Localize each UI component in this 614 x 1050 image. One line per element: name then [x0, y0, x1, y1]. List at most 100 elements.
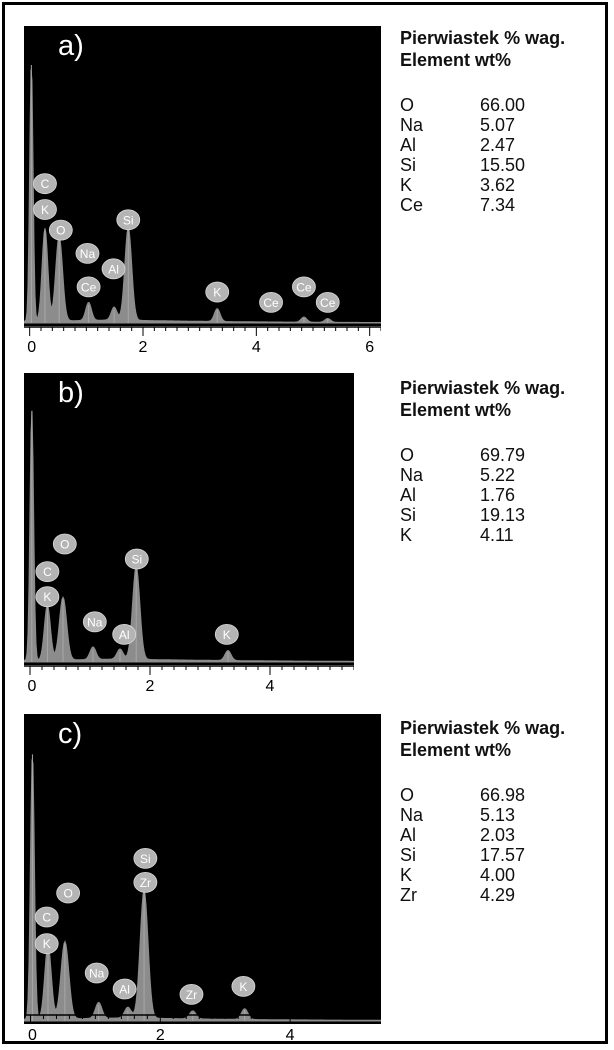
element-wt-value: 4.00: [480, 865, 515, 885]
element-badge: Al: [113, 624, 136, 644]
x-tick-label: 4: [252, 339, 261, 357]
element-badge-label: Ce: [263, 296, 279, 310]
composition-row: Si 15.50: [400, 155, 565, 175]
x-tick-label: 2: [139, 339, 148, 357]
element-badge: K: [33, 199, 56, 219]
x-axis-a: 0 2 4 6: [24, 326, 381, 358]
panel-label: a): [58, 30, 84, 63]
element-badge-label: Al: [119, 983, 130, 997]
element-badge-label: Si: [140, 852, 151, 866]
element-badge: C: [33, 174, 56, 194]
element-symbol: O: [400, 445, 480, 465]
element-symbol: Al: [400, 485, 480, 505]
element-symbol: Si: [400, 505, 480, 525]
x-tick-label: 4: [286, 1027, 295, 1045]
composition-row: Si 19.13: [400, 505, 565, 525]
element-badge-label: O: [56, 224, 65, 238]
element-badge-label: C: [42, 911, 51, 925]
element-wt-value: 5.07: [480, 115, 515, 135]
element-symbol: Ce: [400, 195, 480, 215]
composition-row: K 4.11: [400, 525, 565, 545]
composition-row: O 69.79: [400, 445, 565, 465]
composition-row: Si 17.57: [400, 845, 565, 865]
x-tick-label: 4: [266, 678, 275, 696]
x-axis-b: 0 2 4: [24, 665, 354, 697]
element-badge-label: C: [41, 177, 50, 191]
panel-label: c): [58, 718, 82, 751]
element-badge-label: Zr: [186, 988, 197, 1002]
element-badge: Na: [83, 612, 106, 632]
table-header-en: Element wt%: [400, 739, 565, 761]
table-header-en: Element wt%: [400, 49, 565, 71]
element-symbol: K: [400, 175, 480, 195]
element-wt-value: 19.13: [480, 505, 525, 525]
element-wt-value: 15.50: [480, 155, 525, 175]
element-symbol: Na: [400, 465, 480, 485]
element-badge: C: [35, 907, 58, 927]
element-badge: Na: [85, 963, 108, 983]
element-badge-label: Ce: [296, 280, 312, 294]
element-badge-label: Al: [119, 628, 130, 642]
element-wt-value: 4.11: [480, 525, 514, 545]
element-badge: Ce: [260, 292, 283, 312]
composition-table-c: Pierwiastek % wag. Element wt% O 66.98 Na…: [400, 717, 565, 905]
composition-row: Na 5.13: [400, 805, 565, 825]
element-badge: Ce: [292, 277, 315, 297]
element-symbol: K: [400, 865, 480, 885]
x-tick-label: 6: [365, 339, 374, 357]
element-wt-value: 3.62: [480, 175, 515, 195]
element-wt-value: 7.34: [480, 195, 515, 215]
element-badge-label: Al: [108, 262, 119, 276]
element-wt-value: 2.47: [480, 135, 515, 155]
element-badge: Al: [102, 259, 125, 279]
element-wt-value: 2.03: [480, 825, 515, 845]
spectrum-plot-b: O Si C K Na Al K b): [24, 373, 354, 665]
element-symbol: Al: [400, 135, 480, 155]
table-header-pl: Pierwiastek % wag.: [400, 717, 565, 739]
composition-row: Al 1.76: [400, 485, 565, 505]
x-tick-label: 0: [28, 678, 37, 696]
element-badge: O: [49, 220, 72, 240]
element-badge-label: O: [63, 887, 72, 901]
composition-table-b: Pierwiastek % wag. Element wt% O 69.79 Na…: [400, 377, 565, 545]
element-badge-label: Zr: [140, 876, 151, 890]
element-badge: K: [36, 587, 59, 607]
element-badge-label: K: [239, 980, 247, 994]
element-symbol: Zr: [400, 885, 480, 905]
element-symbol: Si: [400, 845, 480, 865]
table-header-en: Element wt%: [400, 399, 565, 421]
element-wt-value: 4.29: [480, 885, 515, 905]
x-tick-label: 0: [27, 339, 36, 357]
x-tick-label: 2: [156, 1027, 165, 1045]
composition-row: Na 5.22: [400, 465, 565, 485]
element-badge-label: O: [60, 537, 69, 551]
spectrum-plot-a: C K O Si Na Al Ce K Ce Ce Ce a): [24, 26, 381, 326]
element-badge-label: Na: [87, 615, 103, 629]
element-wt-value: 5.22: [480, 465, 515, 485]
element-wt-value: 69.79: [480, 445, 525, 465]
element-badge: K: [35, 934, 58, 954]
element-symbol: Na: [400, 115, 480, 135]
element-wt-value: 1.76: [480, 485, 515, 505]
element-badge: Ce: [77, 277, 100, 297]
panel-label: b): [58, 377, 84, 410]
composition-row: K 4.00: [400, 865, 565, 885]
element-badge: Zr: [134, 872, 157, 892]
element-badge: Al: [113, 979, 136, 999]
element-badge: Na: [76, 243, 99, 263]
composition-row: Al 2.03: [400, 825, 565, 845]
spectrum-area: [24, 411, 354, 662]
element-badge-label: Si: [123, 213, 134, 227]
element-badge: K: [206, 282, 229, 302]
element-symbol: O: [400, 785, 480, 805]
element-badge: O: [53, 534, 76, 554]
spectrum-plot-c: Si Zr O C K Na Al Zr K c): [24, 714, 381, 1024]
element-symbol: K: [400, 525, 480, 545]
element-badge: Si: [125, 549, 148, 569]
x-tick-label: 0: [28, 1027, 37, 1045]
element-badge-label: K: [213, 286, 221, 300]
